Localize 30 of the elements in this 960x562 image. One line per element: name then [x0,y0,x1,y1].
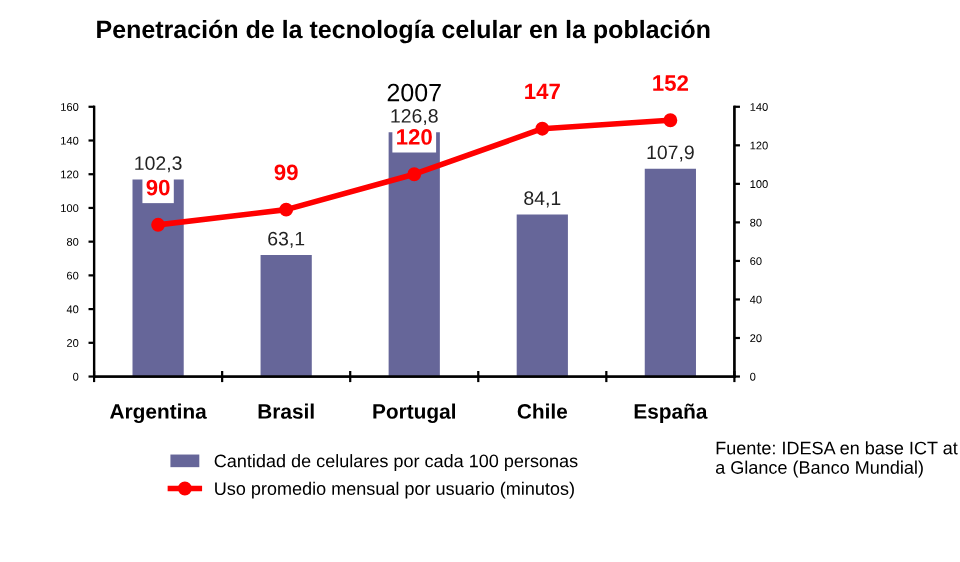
bar [388,132,440,377]
bar [644,168,696,377]
data-label: 126,8 [391,109,438,126]
data-label: 152 [653,75,689,91]
data-label: 99 [274,164,298,181]
data-label: 63,1 [268,231,305,248]
bar [516,214,568,377]
data-label: 107,9 [647,145,694,162]
data-label: 84,1 [524,191,561,208]
point [279,202,294,217]
data-label: 120 [397,129,432,145]
bar [132,179,184,377]
x-tick-label: Chile [517,403,568,419]
point [407,167,422,182]
x-tick-label: Brasil [258,403,314,419]
data-label: 90 [146,179,170,196]
x-tick-label: Argentina [110,403,207,424]
point [663,113,678,128]
chart-subtitle: 2007 [387,83,441,102]
point [151,217,166,232]
chart-title: Penetración de la tecnología celular en la población [97,19,710,44]
x-tick-label: Portugal [373,403,456,424]
x-tick-label: España [634,403,708,423]
point [535,121,550,136]
legend-label: Uso promedio mensual por usuario (minutos) [215,481,574,499]
legend-label: Cantidad de celulares por cada 100 personas [214,454,578,471]
data-label: 102,3 [135,156,182,173]
data-label: 147 [525,83,560,100]
source-note: Fuente: IDESA en base ICT at a Glance (Banco Mundial) [715,441,958,478]
bar [260,254,312,377]
